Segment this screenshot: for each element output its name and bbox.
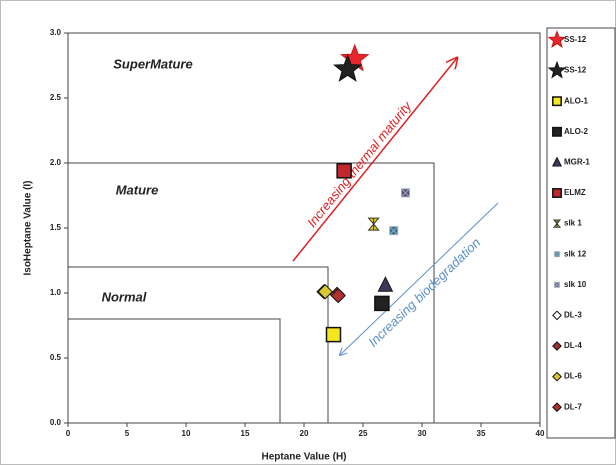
x-tick-label: 40 <box>536 429 545 438</box>
x-tick-label: 30 <box>418 429 427 438</box>
legend-label: SS-12 <box>564 66 587 75</box>
legend-label: slk 12 <box>564 249 587 258</box>
marker-xstar <box>552 219 562 228</box>
marker-diamond <box>552 310 562 321</box>
y-tick-label: 2.0 <box>50 158 62 167</box>
marker-xstar <box>367 217 380 231</box>
legend-label: ALO-1 <box>564 96 589 105</box>
marker-square <box>552 126 562 137</box>
x-tick-label: 10 <box>182 429 191 438</box>
y-axis-label: IsoHeptane Value (I) <box>23 180 34 275</box>
marker-diamond <box>552 371 562 382</box>
marker-diamond <box>317 283 333 300</box>
marker-diamond <box>552 402 562 413</box>
legend-label: ELMZ <box>564 188 586 197</box>
legend-label: slk 1 <box>564 219 582 228</box>
marker-triangle <box>551 156 563 167</box>
y-tick-label: 2.5 <box>50 93 62 102</box>
y-tick-label: 0.5 <box>50 353 62 362</box>
x-tick-label: 5 <box>125 429 130 438</box>
legend-label: DL-6 <box>564 372 582 381</box>
x-tick-label: 20 <box>300 429 309 438</box>
annotation: Normal <box>102 289 147 304</box>
y-tick-label: 1.0 <box>50 288 62 297</box>
x-tick-label: 15 <box>241 429 250 438</box>
y-tick-label: 3.0 <box>50 28 62 37</box>
marker-xsquare <box>554 251 560 258</box>
marker-xsquare <box>400 188 410 198</box>
marker-diamond <box>552 341 562 351</box>
region-normal <box>68 318 281 423</box>
marker-star <box>547 60 567 79</box>
x-tick-label: 35 <box>477 429 486 438</box>
region-mature <box>68 266 329 423</box>
legend-label: DL-3 <box>564 311 582 320</box>
marker-diamond <box>330 287 346 304</box>
marker-xsquare <box>554 281 560 288</box>
legend-label: SS-12 <box>564 35 587 44</box>
y-tick-label: 0.0 <box>50 418 62 427</box>
x-tick-label: 0 <box>66 429 71 438</box>
arrow-biodegradation <box>340 202 499 355</box>
annotation: SuperMature <box>113 56 192 71</box>
x-axis-label: Heptane Value (H) <box>261 452 346 463</box>
legend-label: DL-7 <box>564 402 582 411</box>
legend-label: MGR-1 <box>564 158 590 167</box>
y-tick-label: 1.5 <box>50 223 62 232</box>
region-supermature <box>68 162 435 423</box>
annotation: Mature <box>116 182 159 197</box>
marker-square <box>325 326 342 343</box>
legend-label: DL-4 <box>564 341 582 350</box>
marker-square <box>552 96 562 107</box>
marker-square <box>374 295 390 312</box>
marker-xsquare <box>389 226 399 236</box>
marker-star <box>547 30 567 48</box>
marker-square <box>552 188 562 198</box>
legend-label: slk 10 <box>564 280 587 289</box>
marker-star <box>332 53 363 82</box>
arrow-maturity <box>292 58 457 262</box>
marker-triangle <box>377 276 394 292</box>
x-tick-label: 25 <box>359 429 368 438</box>
legend-label: ALO-2 <box>564 127 589 136</box>
marker-square <box>336 163 352 179</box>
